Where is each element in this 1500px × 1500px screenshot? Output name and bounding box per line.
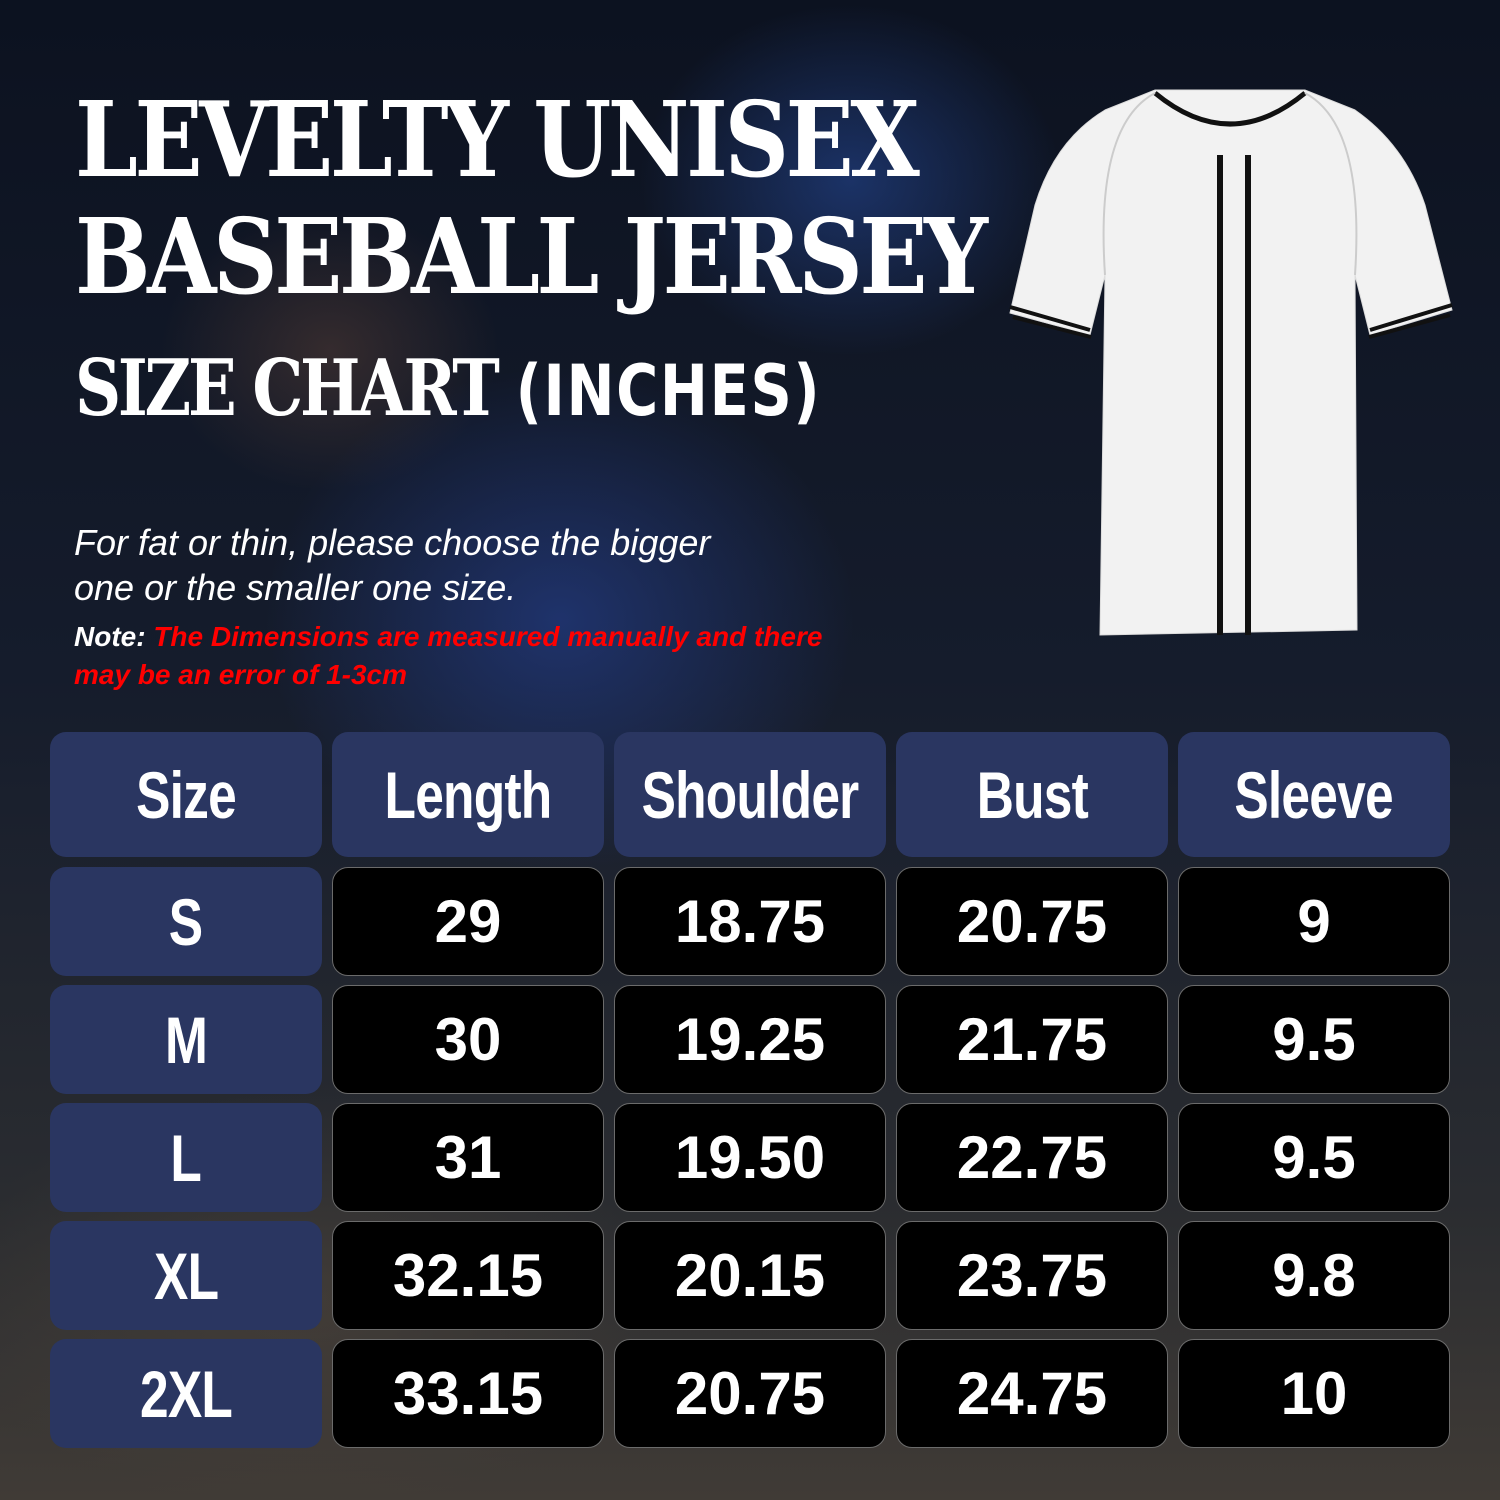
measurement-cell: 21.75	[896, 985, 1168, 1094]
size-label-cell: M	[50, 985, 322, 1094]
subtitle: SIZE CHART (INCHES)	[75, 350, 821, 428]
measurement-value: 9.8	[1272, 1242, 1356, 1309]
measurement-cell: 29	[332, 867, 604, 976]
measurement-cell: 33.15	[332, 1339, 604, 1448]
measurement-cell: 20.15	[614, 1221, 886, 1330]
size-label-cell: L	[50, 1103, 322, 1212]
column-header-length: Length	[332, 732, 604, 857]
column-header-label: Length	[384, 757, 553, 832]
measurement-value: 19.50	[674, 1124, 826, 1191]
column-header-label: Bust	[976, 757, 1088, 832]
measurement-value: 21.75	[956, 1006, 1108, 1073]
note-text-2: may be an error of 1-3cm	[74, 659, 408, 690]
measurement-cell: 9.8	[1178, 1221, 1450, 1330]
measurement-value: 9.5	[1272, 1006, 1356, 1073]
size-label: S	[169, 884, 203, 959]
measurement-value: 30	[434, 1006, 502, 1073]
measurement-cell: 30	[332, 985, 604, 1094]
size-label: L	[170, 1120, 202, 1195]
fit-advice-line-2: one or the smaller one size.	[74, 567, 517, 608]
measurement-cell: 31	[332, 1103, 604, 1212]
subtitle-text: SIZE CHART	[75, 343, 500, 434]
measurement-value: 29	[434, 888, 502, 955]
unit-label: (INCHES)	[515, 350, 822, 432]
column-header-sleeve: Sleeve	[1178, 732, 1450, 857]
measurement-value: 24.75	[956, 1360, 1108, 1427]
column-header-bust: Bust	[896, 732, 1168, 857]
measurement-value: 20.15	[674, 1242, 826, 1309]
measurement-value: 20.75	[674, 1360, 826, 1427]
size-label-cell: XL	[50, 1221, 322, 1330]
column-header-size: Size	[50, 732, 322, 857]
column-header-label: Size	[136, 757, 237, 832]
measurement-value: 22.75	[956, 1124, 1108, 1191]
measurement-note: Note: The Dimensions are measured manual…	[74, 618, 822, 694]
column-header-shoulder: Shoulder	[614, 732, 886, 857]
measurement-value: 33.15	[392, 1360, 544, 1427]
column-header-label: Shoulder	[641, 757, 860, 832]
size-label-cell: 2XL	[50, 1339, 322, 1448]
measurement-value: 31	[434, 1124, 502, 1191]
measurement-cell: 20.75	[614, 1339, 886, 1448]
size-label: M	[164, 1002, 208, 1077]
jersey-image	[1009, 89, 1453, 636]
measurement-cell: 20.75	[896, 867, 1168, 976]
fit-advice: For fat or thin, please choose the bigge…	[74, 520, 710, 610]
measurement-cell: 23.75	[896, 1221, 1168, 1330]
measurement-value: 18.75	[674, 888, 826, 955]
title-line-2: BASEBALL JERSEY	[75, 195, 988, 318]
measurement-cell: 24.75	[896, 1339, 1168, 1448]
measurement-cell: 10	[1178, 1339, 1450, 1448]
measurement-value: 10	[1280, 1360, 1348, 1427]
measurement-cell: 18.75	[614, 867, 886, 976]
measurement-value: 9.5	[1272, 1124, 1356, 1191]
column-header-label: Sleeve	[1234, 757, 1394, 832]
note-text: The Dimensions are measured manually and…	[153, 621, 823, 652]
measurement-cell: 19.50	[614, 1103, 886, 1212]
measurement-cell: 9	[1178, 867, 1450, 976]
measurement-value: 32.15	[392, 1242, 544, 1309]
size-label: 2XL	[139, 1356, 233, 1431]
measurement-cell: 9.5	[1178, 985, 1450, 1094]
measurement-cell: 22.75	[896, 1103, 1168, 1212]
fit-advice-line-1: For fat or thin, please choose the bigge…	[74, 522, 711, 563]
size-label: XL	[153, 1238, 219, 1313]
measurement-cell: 19.25	[614, 985, 886, 1094]
size-label-cell: S	[50, 867, 322, 976]
measurement-cell: 32.15	[332, 1221, 604, 1330]
note-label: Note:	[74, 621, 146, 652]
measurement-value: 9	[1297, 888, 1331, 955]
measurement-value: 23.75	[956, 1242, 1108, 1309]
measurement-value: 19.25	[674, 1006, 826, 1073]
title-line-1: LEVELTY UNISEX	[75, 78, 920, 201]
measurement-value: 20.75	[956, 888, 1108, 955]
measurement-cell: 9.5	[1178, 1103, 1450, 1212]
